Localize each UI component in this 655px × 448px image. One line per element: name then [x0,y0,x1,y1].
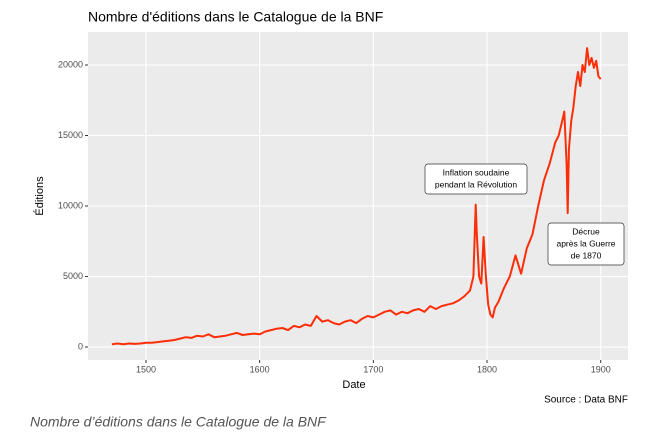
annotation-box [424,163,528,195]
annotation-box [547,222,625,266]
x-tick-label: 1800 [477,364,497,374]
y-tick-label: 10000 [58,200,83,210]
y-tick-label: 20000 [58,59,83,69]
annotation: Inflation soudaine pendant la Révolution [424,163,528,195]
annotation-text: de 1870 [571,250,602,260]
annotation-text: Décrue [572,226,600,236]
x-axis-title: Date [342,379,365,391]
x-tick-label: 1700 [363,364,383,374]
annotation-text: Inflation soudaine [443,167,510,177]
x-tick-label: 1900 [591,364,611,374]
caption: Nombre d’éditions dans le Catalogue de l… [30,414,327,430]
annotation: Décrue après la Guerre de 1870 [547,222,625,266]
y-tick-label: 5000 [63,271,83,281]
y-tick-label: 0 [78,341,83,351]
line [111,47,602,346]
chart-title: Nombre d'éditions dans le Catalogue de l… [88,9,383,25]
annotation-text: pendant la Révolution [435,179,518,189]
x-tick-label: 1500 [136,364,156,374]
y-tick-label: 15000 [58,130,83,140]
source: Source : Data BNF [544,395,628,406]
annotation-text: après la Guerre [556,238,615,248]
plot-panel [88,32,628,360]
x-tick-label: 1600 [250,364,270,374]
y-axis-title: Éditions [33,176,46,216]
